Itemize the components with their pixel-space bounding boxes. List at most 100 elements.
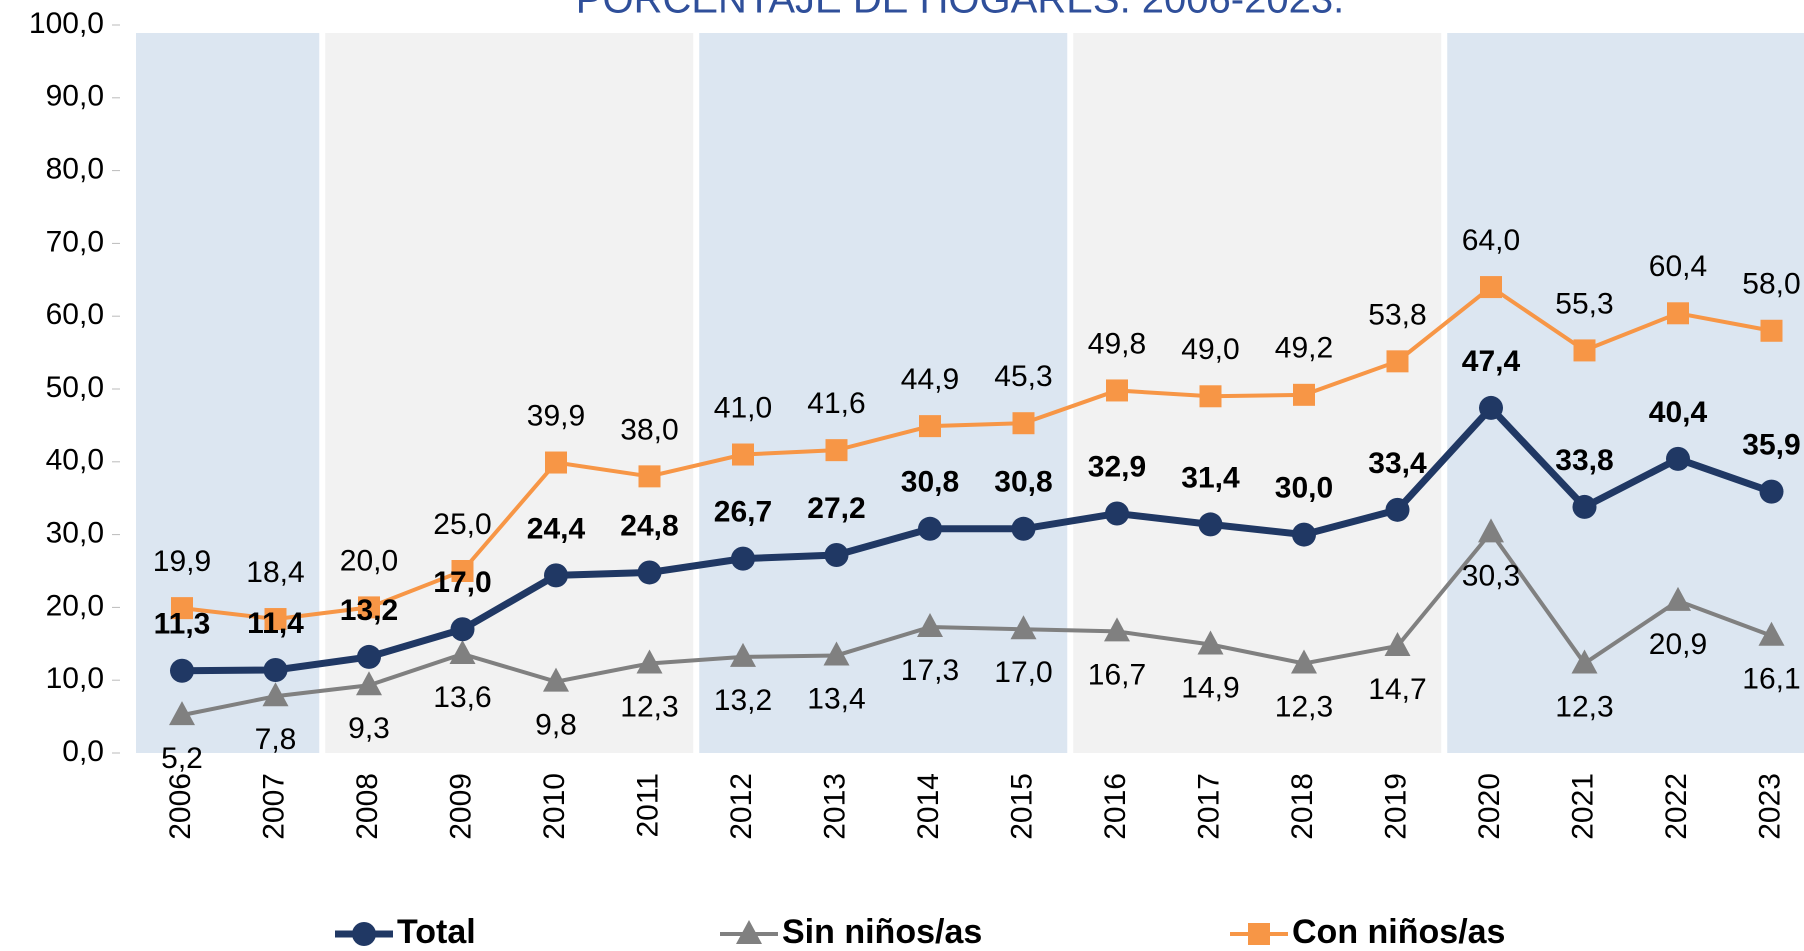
data-label: 20,0 [340, 544, 398, 577]
point [1012, 412, 1035, 435]
point [1667, 302, 1689, 325]
data-label: 18,4 [246, 556, 304, 589]
point [1572, 494, 1597, 519]
legend-marker [352, 922, 376, 946]
series-line [181, 529, 1773, 718]
point [1760, 319, 1783, 342]
y-tick-label: 30,0 [46, 517, 104, 550]
data-label: 58,0 [1742, 268, 1800, 301]
data-label: 24,8 [620, 509, 678, 542]
data-label: 53,8 [1368, 298, 1426, 331]
data-label: 13,2 [340, 594, 398, 627]
data-label: 13,4 [807, 682, 865, 715]
data-label: 33,4 [1368, 447, 1427, 480]
point [1105, 501, 1129, 526]
point [730, 642, 756, 667]
point [1665, 586, 1691, 611]
point [732, 443, 754, 466]
data-label: 7,8 [255, 723, 297, 756]
x-tick-label: 2006 [164, 773, 197, 840]
data-label: 60,4 [1649, 250, 1707, 283]
point [1104, 617, 1130, 642]
data-label: 17,0 [994, 656, 1052, 689]
data-label: 30,8 [994, 466, 1052, 499]
data-label: 41,6 [807, 387, 865, 420]
x-tick-label: 2019 [1379, 773, 1412, 840]
data-label: 45,3 [994, 360, 1052, 393]
data-label: 14,7 [1368, 673, 1426, 706]
point [171, 597, 193, 620]
x-tick-label: 2013 [818, 773, 851, 840]
data-label: 44,9 [901, 363, 959, 396]
data-label: 32,9 [1088, 450, 1146, 483]
data-label: 30,0 [1275, 472, 1333, 505]
point [263, 658, 288, 683]
point [1293, 383, 1315, 406]
point [450, 617, 475, 642]
y-tick-label: 0,0 [62, 735, 104, 768]
point [1199, 385, 1222, 408]
data-label: 47,4 [1462, 345, 1521, 378]
x-tick-label: 2010 [538, 773, 571, 840]
data-label: 12,3 [1555, 690, 1613, 723]
y-tick-label: 100,0 [29, 7, 104, 40]
point [919, 415, 941, 438]
data-label: 16,1 [1742, 663, 1800, 696]
data-label: 27,2 [807, 492, 865, 525]
point [638, 465, 661, 488]
series-line [181, 402, 1773, 675]
point [917, 613, 943, 638]
data-label: 20,9 [1649, 628, 1707, 661]
period-band [1447, 33, 1804, 753]
y-tick-label: 10,0 [46, 662, 104, 695]
y-tick-label: 80,0 [46, 153, 104, 186]
point [169, 701, 195, 726]
data-label: 5,2 [161, 742, 203, 775]
x-tick-label: 2021 [1566, 773, 1599, 840]
x-tick-label: 2008 [351, 773, 384, 840]
data-label: 16,7 [1088, 658, 1146, 691]
data-label: 38,0 [620, 413, 678, 446]
legend-label: Total [397, 913, 476, 951]
x-tick-label: 2017 [1192, 773, 1225, 840]
point [262, 682, 289, 707]
y-tick-label: 50,0 [46, 371, 104, 404]
x-tick-label: 2016 [1099, 773, 1132, 840]
point [170, 658, 194, 683]
legend-marker [1248, 923, 1270, 945]
data-label: 13,6 [433, 681, 491, 714]
x-tick-label: 2015 [1005, 773, 1038, 840]
x-tick-label: 2007 [257, 773, 290, 840]
data-label: 39,9 [527, 399, 585, 432]
x-tick-label: 2022 [1660, 773, 1693, 840]
point [1480, 276, 1502, 299]
point [824, 542, 849, 567]
data-label: 49,8 [1088, 327, 1146, 360]
x-tick-label: 2009 [444, 773, 477, 840]
data-label: 30,3 [1462, 559, 1520, 592]
data-label: 17,3 [901, 654, 959, 687]
data-label: 35,9 [1742, 429, 1800, 462]
data-label: 31,4 [1181, 461, 1240, 494]
data-label: 13,2 [714, 684, 772, 717]
y-tick-label: 20,0 [46, 589, 104, 622]
y-tick-label: 60,0 [46, 298, 104, 331]
point [731, 546, 755, 571]
point [1198, 512, 1223, 537]
data-label: 26,7 [714, 496, 772, 529]
data-label: 64,0 [1462, 224, 1520, 257]
point [1106, 379, 1128, 402]
point [358, 596, 380, 619]
data-label: 49,2 [1275, 332, 1333, 365]
x-tick-label: 2018 [1286, 773, 1319, 840]
data-label: 17,0 [433, 566, 491, 599]
legend-label: Con niños/as [1292, 913, 1505, 951]
point [1384, 631, 1411, 656]
point [356, 671, 382, 696]
data-label: 33,8 [1555, 444, 1613, 477]
point [1197, 630, 1224, 655]
y-tick-label: 70,0 [46, 225, 104, 258]
point [1758, 621, 1785, 646]
x-tick-label: 2023 [1753, 773, 1786, 840]
